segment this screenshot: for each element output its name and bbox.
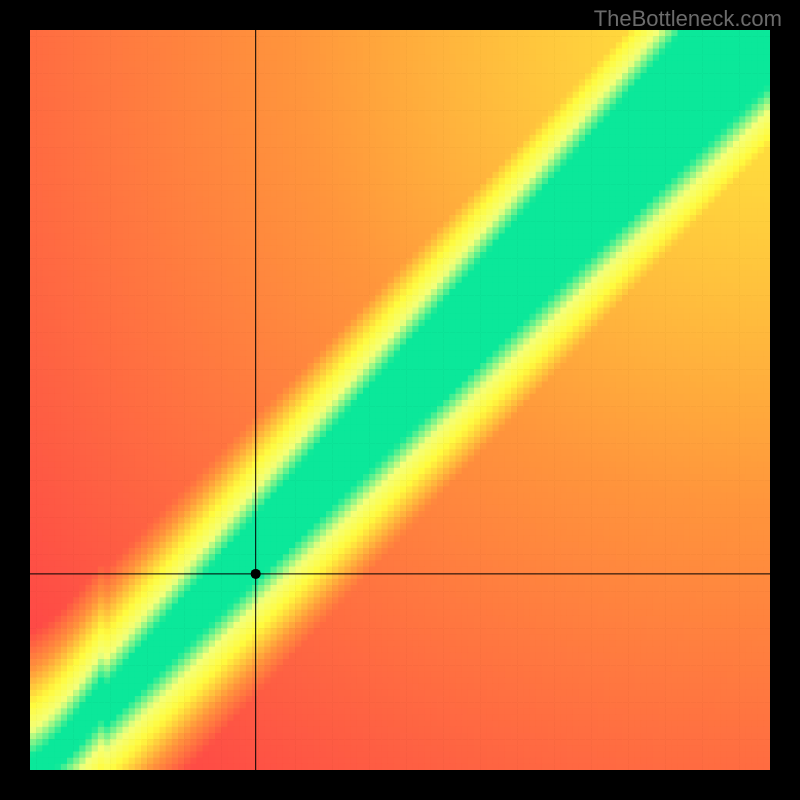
plot-area [30, 30, 770, 770]
chart-frame: TheBottleneck.com [0, 0, 800, 800]
heatmap-canvas [30, 30, 770, 770]
watermark-text: TheBottleneck.com [594, 6, 782, 32]
